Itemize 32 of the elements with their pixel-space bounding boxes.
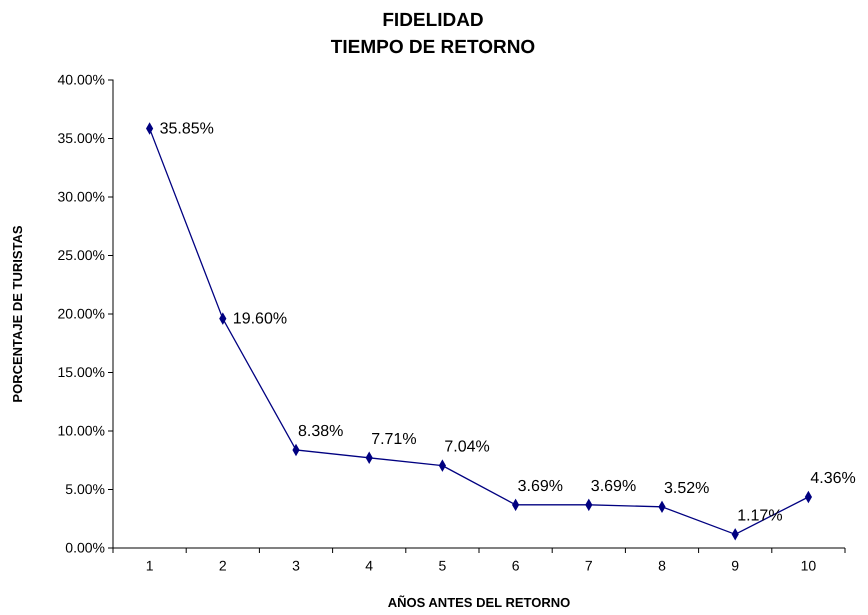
y-tick-label: 0.00%	[65, 539, 105, 556]
data-label: 3.52%	[664, 480, 710, 497]
x-tick-label: 10	[800, 558, 816, 574]
data-label: 3.69%	[590, 478, 636, 495]
data-label: 19.60%	[232, 310, 288, 328]
x-tick-label: 2	[218, 558, 227, 574]
y-tick-label: 30.00%	[58, 188, 105, 204]
data-label: 8.38%	[298, 422, 344, 440]
x-tick-label: 8	[658, 558, 666, 574]
x-tick-label: 6	[512, 558, 520, 574]
y-tick-label: 15.00%	[58, 364, 105, 380]
x-tick-label: 9	[731, 558, 740, 574]
x-tick-label: 5	[438, 558, 446, 574]
chart-subtitle: TIEMPO DE RETORNO	[330, 37, 536, 58]
y-tick-label: 35.00%	[58, 130, 105, 146]
y-tick-label: 40.00%	[58, 71, 105, 88]
y-tick-label: 20.00%	[58, 305, 105, 322]
y-tick-label: 5.00%	[65, 480, 105, 497]
x-axis-title: AÑOS ANTES DEL RETORNO	[388, 595, 570, 610]
data-label: 7.71%	[371, 430, 417, 448]
x-tick-label: 1	[146, 558, 154, 574]
y-tick-label: 25.00%	[58, 246, 105, 263]
y-axis-title: PORCENTAJE DE TURISTAS	[10, 225, 25, 403]
data-label: 7.04%	[444, 438, 490, 456]
x-tick-label: 3	[292, 558, 300, 574]
x-tick-label: 7	[584, 558, 593, 574]
data-label: 4.36%	[810, 470, 856, 487]
y-tick-label: 10.00%	[58, 422, 105, 438]
data-label: 35.85%	[160, 120, 214, 138]
data-label: 3.69%	[518, 478, 563, 495]
x-tick-label: 4	[365, 558, 374, 574]
chart-title: FIDELIDAD	[382, 10, 484, 31]
